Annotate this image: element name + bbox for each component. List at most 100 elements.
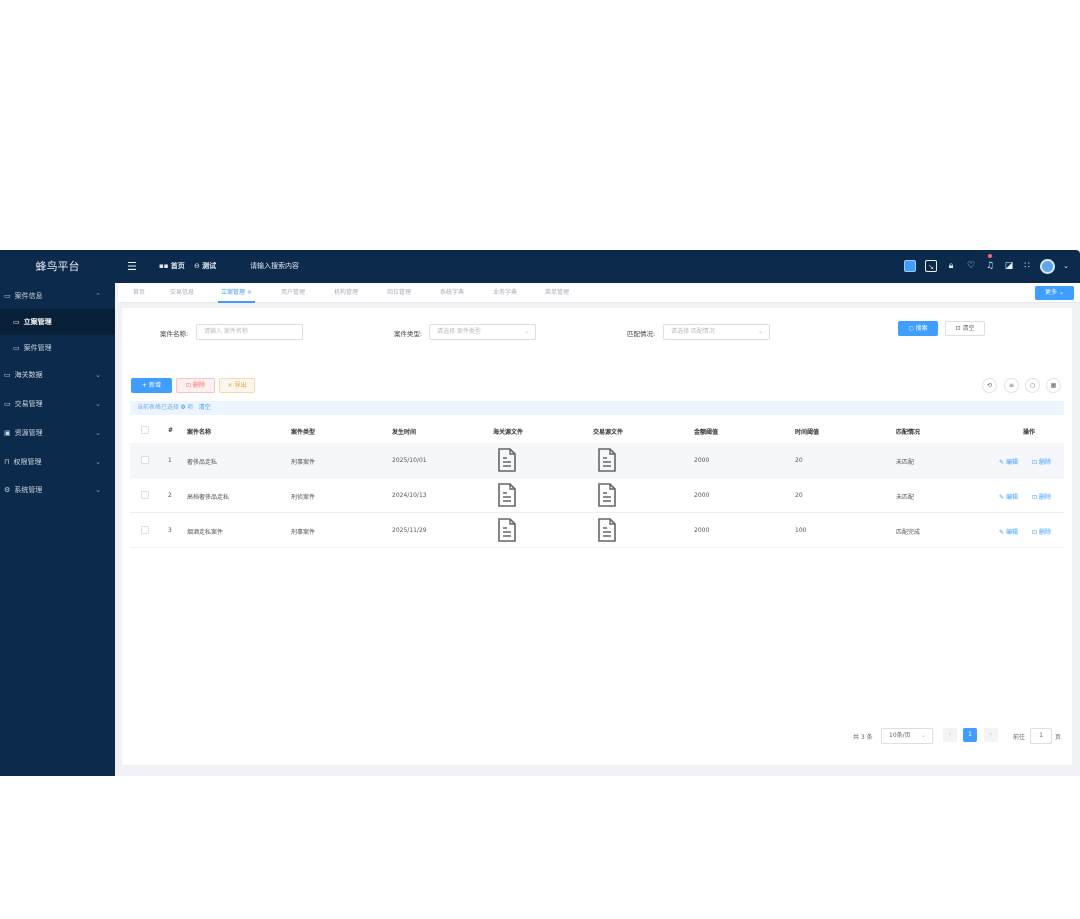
tab-home[interactable]: 首页 <box>133 289 146 296</box>
more-label: 更多 <box>1045 289 1058 296</box>
match-select[interactable]: 请选择 匹配情况 ⌄ <box>663 324 770 340</box>
lock-icon[interactable]: 🔒︎ <box>948 261 954 271</box>
chevron-down-icon[interactable]: ⌄ <box>1063 262 1069 270</box>
table-row: 3 烟酒走私案件 刑事案件 2025/11/29 2000 100 匹配完成 ✎ 编辑 ⊡ 删除 <box>130 513 1064 548</box>
page-1-button[interactable]: 1 <box>963 728 977 742</box>
delete-button[interactable]: ⊡ 删除 <box>176 378 215 393</box>
row-checkbox[interactable] <box>141 456 149 464</box>
clear-button[interactable]: ⊡ 清空 <box>945 321 985 336</box>
monitor-icon: ▭ <box>4 371 11 379</box>
sidebar-item-case-manage[interactable]: ▭ 案件管理 <box>0 335 115 361</box>
customs-file-icon[interactable] <box>497 483 517 507</box>
row-checkbox[interactable] <box>141 491 149 499</box>
case-table: # 案件名称 案件类型 发生时间 海关源文件 交易源文件 金额阈值 时间阈值 匹… <box>122 418 1072 548</box>
selection-text: 当前表格已选择 <box>137 404 180 411</box>
tab-sys-dict[interactable]: 系统字典 <box>440 289 465 296</box>
export-button[interactable]: × 导出 <box>219 378 255 393</box>
row-delete-button[interactable]: ⊡ 删除 <box>1032 457 1051 466</box>
row-delete-button[interactable]: ⊡ 删除 <box>1032 527 1051 536</box>
sidebar-item-resource[interactable]: ▣ 资源管理 ⌄ <box>0 420 115 446</box>
close-icon[interactable]: × <box>246 289 252 296</box>
page-size-select[interactable]: 10条/页 ⌄ <box>881 728 933 744</box>
translate-icon[interactable]: ◪ <box>1004 261 1014 271</box>
sidebar-item-system[interactable]: ⚙ 系统管理 ⌄ <box>0 477 115 503</box>
delete-label: 删除 <box>1038 529 1051 536</box>
screen-icon[interactable] <box>904 260 916 272</box>
tab-users[interactable]: 用户管理 <box>281 289 306 296</box>
columns-icon[interactable]: ▦ <box>1046 378 1061 393</box>
table-row: 1 奢侈品走私 刑事案件 2025/10/01 2000 20 未匹配 ✎ 编辑 ⊡ 删除 <box>130 443 1064 478</box>
case-name-label: 案件名称: <box>160 330 189 338</box>
button-label: 导出 <box>234 382 247 389</box>
time-threshold: 20 <box>795 457 803 464</box>
trade-file-icon[interactable] <box>597 518 617 542</box>
density-icon[interactable]: ≡ <box>1004 378 1019 393</box>
layout-icon[interactable]: ∷ <box>1024 261 1030 271</box>
sidebar-item-filing[interactable]: ▭ 立案管理 <box>0 309 115 335</box>
menu-toggle-icon[interactable]: ☰ <box>127 260 137 273</box>
grid-icon: ▪▪ <box>159 262 171 270</box>
sidebar-item-customs[interactable]: ▭ 海关数据 ⌄ <box>0 362 115 388</box>
case-type: 刑事案件 <box>291 459 316 466</box>
search-toggle-icon[interactable]: ○ <box>1025 378 1040 393</box>
tab-trade-info[interactable]: 交易信息 <box>170 289 195 296</box>
tab-org[interactable]: 机构管理 <box>334 289 359 296</box>
tab-menu[interactable]: 菜单管理 <box>545 289 570 296</box>
amount-threshold: 2000 <box>694 457 710 464</box>
case-type-select[interactable]: 请选择 案件类型 ⌄ <box>429 324 536 340</box>
customs-file-icon[interactable] <box>497 518 517 542</box>
trade-file-icon[interactable] <box>597 448 617 472</box>
edit-label: 编辑 <box>1005 459 1018 466</box>
next-page-button[interactable]: › <box>984 728 998 742</box>
sidebar-item-case-info[interactable]: ▭ 案件信息 ⌃ <box>0 283 115 309</box>
header-search-input[interactable]: 请输入搜索内容 <box>250 262 299 270</box>
clear-selection-link[interactable]: 清空 <box>198 404 211 411</box>
nav-test[interactable]: ⊖ 测试 <box>194 250 216 283</box>
app: 蜂鸟平台 ▭ 案件信息 ⌃ ▭ 立案管理 ▭ 案件管理 ▭ 海关数据 ⌄ ▭ 交易管理 ⌄ ▣ 资… <box>0 250 1080 776</box>
time-threshold: 20 <box>795 492 803 499</box>
sidebar-item-label: 案件信息 <box>14 292 43 300</box>
goto-page-input[interactable]: 1 <box>1030 728 1052 744</box>
tab-label: 立案管理 <box>221 289 246 296</box>
avatar[interactable] <box>1040 259 1055 274</box>
notification-badge <box>988 254 992 258</box>
fullscreen-icon[interactable]: ↘ <box>925 260 937 272</box>
trade-file-icon[interactable] <box>597 483 617 507</box>
edit-button[interactable]: ✎ 编辑 <box>999 457 1018 466</box>
amount-threshold: 2000 <box>694 527 710 534</box>
delete-label: 删除 <box>1038 494 1051 501</box>
nav-home[interactable]: ▪▪ 首页 <box>159 250 185 283</box>
tab-filing[interactable]: 立案管理 × <box>218 283 255 303</box>
trash-icon: ⊡ <box>1032 459 1039 466</box>
tab-post[interactable]: 岗位管理 <box>387 289 412 296</box>
add-button[interactable]: + 新增 <box>131 378 172 393</box>
sidebar-item-permission[interactable]: ⊓ 权限管理 ⌄ <box>0 449 115 475</box>
edit-button[interactable]: ✎ 编辑 <box>999 492 1018 501</box>
match-status: 未匹配 <box>896 459 915 466</box>
page-size-value: 10条/页 <box>889 732 911 739</box>
theme-icon[interactable]: ♡ <box>966 261 976 271</box>
prev-page-button[interactable]: ‹ <box>943 728 957 742</box>
row-delete-button[interactable]: ⊡ 删除 <box>1032 492 1051 501</box>
chevron-down-icon: ⌄ <box>95 458 101 466</box>
more-tabs-button[interactable]: 更多 ⌄ <box>1035 286 1074 300</box>
customs-file-icon[interactable] <box>497 448 517 472</box>
bell-icon[interactable]: ♫ <box>984 254 996 272</box>
edit-label: 编辑 <box>1005 529 1018 536</box>
trash-icon: ⊡ <box>186 382 193 389</box>
edit-button[interactable]: ✎ 编辑 <box>999 527 1018 536</box>
case-name-input[interactable]: 请输入 案件名称 <box>196 324 303 340</box>
search-button[interactable]: ○ 搜索 <box>898 321 938 336</box>
row-checkbox[interactable] <box>141 526 149 534</box>
selection-bar: 当前表格已选择 0 项 清空 <box>130 401 1064 415</box>
column-header: 交易源文件 <box>593 429 624 436</box>
circle-icon: ⊖ <box>194 262 203 270</box>
sidebar-item-trade[interactable]: ▭ 交易管理 ⌄ <box>0 391 115 417</box>
match-status: 未匹配 <box>896 494 915 501</box>
chevron-down-icon: ⌄ <box>95 400 101 408</box>
tab-biz-dict[interactable]: 业务字典 <box>493 289 518 296</box>
column-header: 海关源文件 <box>493 429 524 436</box>
select-all-checkbox[interactable] <box>141 426 149 434</box>
refresh-icon[interactable]: ⟲ <box>982 378 997 393</box>
chevron-down-icon: ⌄ <box>95 429 101 437</box>
